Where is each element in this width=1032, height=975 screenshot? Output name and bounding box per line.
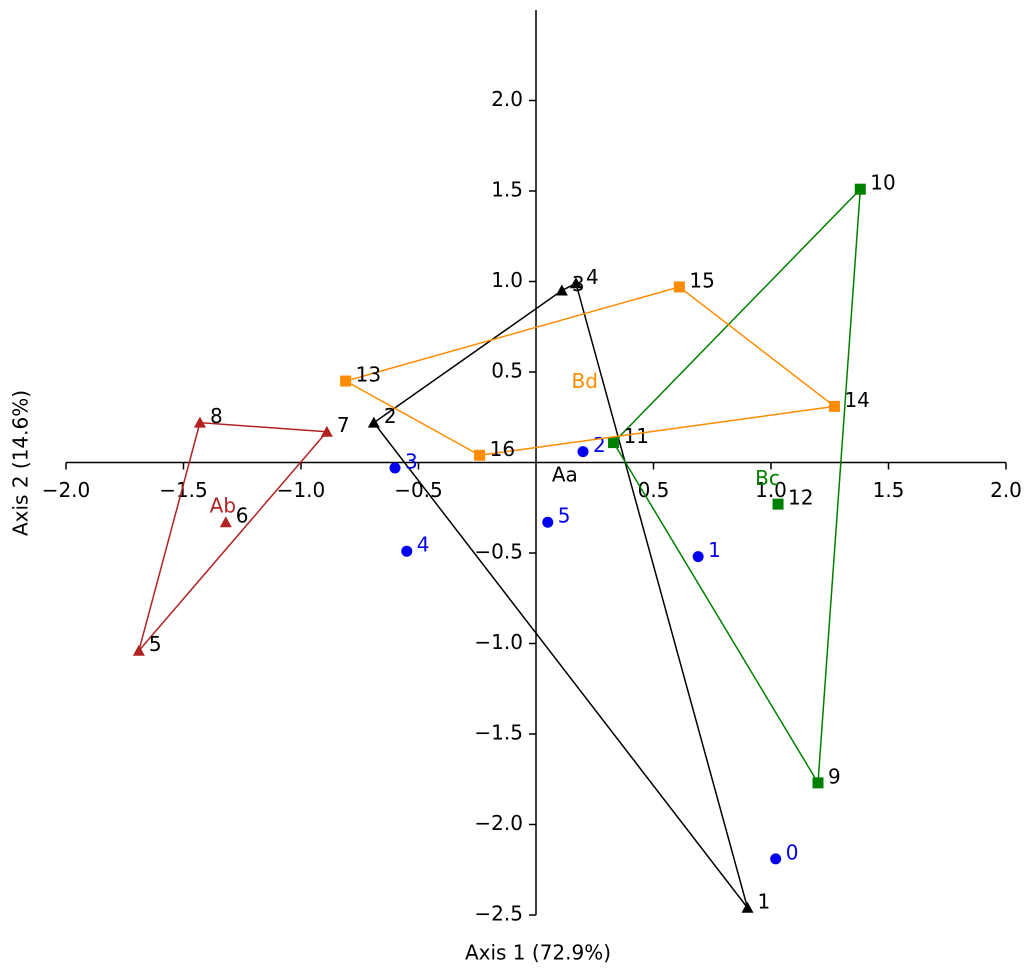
point	[812, 777, 824, 789]
point-label: 0	[786, 840, 799, 864]
point-label: 14	[844, 388, 869, 412]
point	[542, 516, 554, 528]
point	[320, 425, 333, 437]
point	[569, 277, 582, 289]
point	[741, 901, 754, 913]
group-label: Ab	[210, 493, 236, 517]
point	[367, 416, 380, 428]
group-label: Aa	[552, 463, 578, 487]
point-label: 11	[624, 424, 649, 448]
x-tick-label: 1.0	[755, 478, 787, 502]
x-tick-label: 2.0	[990, 478, 1022, 502]
point-label: 15	[689, 268, 714, 292]
group-label: Bc	[755, 466, 780, 490]
y-tick-label: −0.5	[474, 540, 523, 564]
y-tick-label: 2.0	[491, 87, 523, 111]
point-label: 1	[708, 538, 721, 562]
point	[772, 498, 784, 510]
point	[132, 644, 145, 656]
point	[474, 449, 486, 461]
group-label: Bd	[572, 369, 598, 393]
x-tick-label: −0.5	[394, 478, 443, 502]
point	[854, 183, 866, 195]
point-label: 12	[788, 486, 813, 510]
point	[608, 437, 620, 449]
point-label: 2	[384, 404, 397, 428]
y-axis-label: Axis 2 (14.6%)	[9, 390, 33, 536]
point	[389, 462, 401, 474]
point-label: 5	[558, 504, 571, 528]
hull	[138, 421, 329, 652]
point-label: 6	[236, 504, 249, 528]
point-label: 5	[149, 632, 162, 656]
hull	[612, 187, 862, 786]
point	[828, 400, 840, 412]
point-label: 8	[210, 404, 223, 428]
point	[577, 446, 589, 458]
x-axis-label: Axis 1 (72.9%)	[465, 941, 611, 965]
hull	[372, 282, 749, 909]
point-label: 1	[758, 889, 771, 913]
point	[770, 853, 782, 865]
point-label: 4	[417, 533, 430, 557]
point-label: 4	[586, 265, 599, 289]
point	[340, 375, 352, 387]
x-tick-label: 1.5	[873, 478, 905, 502]
point-label: 16	[490, 437, 515, 461]
y-tick-label: −1.0	[474, 630, 523, 654]
point	[673, 281, 685, 293]
point-label: 9	[828, 764, 841, 788]
point	[401, 545, 413, 557]
y-tick-label: 1.0	[491, 268, 523, 292]
point	[219, 516, 232, 528]
point-label: 2	[593, 433, 606, 457]
x-tick-label: −1.0	[277, 478, 326, 502]
point-label: 10	[870, 171, 895, 195]
point-label: 7	[337, 413, 350, 437]
y-tick-label: 0.5	[491, 359, 523, 383]
x-tick-label: −2.0	[42, 478, 91, 502]
y-tick-label: 1.5	[491, 178, 523, 202]
y-tick-label: −2.5	[474, 902, 523, 926]
y-tick-label: −1.5	[474, 721, 523, 745]
point	[555, 284, 568, 296]
y-tick-label: −2.0	[474, 811, 523, 835]
point	[692, 551, 704, 563]
point-label: 3	[405, 449, 418, 473]
point	[193, 416, 206, 428]
point-label: 13	[356, 363, 381, 387]
